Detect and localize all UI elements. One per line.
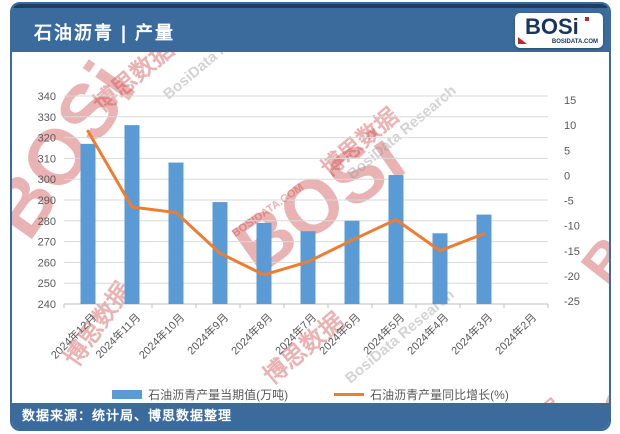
production-bar: [432, 233, 448, 304]
x-axis-category-label: 2024年10月: [136, 310, 187, 361]
chart-region: BOSi博思数据BosiData ResearchBOSiBOSIDATA.CO…: [12, 52, 609, 407]
footer-bar: 数据来源：统计局、博思数据整理: [12, 403, 609, 429]
left-axis-tick-label: 300: [38, 174, 56, 186]
left-axis-tick-label: 310: [38, 153, 56, 165]
right-axis-tick-label: -25: [564, 296, 580, 308]
left-axis-tick-label: 260: [38, 257, 56, 269]
x-axis-category-label: 2024年8月: [228, 310, 275, 357]
left-axis-tick-label: 290: [38, 195, 56, 207]
logo-flag-icon: [518, 37, 527, 44]
right-axis-tick-label: -20: [564, 271, 580, 283]
left-axis-tick-label: 270: [38, 237, 56, 249]
chart-legend: 石油沥青产量当期值(万吨) 石油沥青产量同比增长(%): [12, 386, 609, 403]
left-axis-tick-label: 340: [38, 91, 56, 103]
right-axis-tick-label: -15: [564, 246, 580, 258]
production-chart: 240 250 260 270 280 290 300 310 320 330 340 -25 -20 -…: [38, 91, 580, 362]
x-axis-category-label: 2024年3月: [448, 310, 495, 357]
bar-swatch-icon: [112, 390, 143, 399]
header-bar: 石油沥青 | 产量 BOSi BOSIDATA.COM: [12, 4, 609, 52]
x-axis-category-label: 2024年6月: [316, 310, 363, 357]
logo-red-dot-icon: [585, 17, 589, 21]
x-axis-category-label: 2024年11月: [92, 310, 143, 361]
x-axis-category-label: 2024年9月: [184, 310, 231, 357]
left-axis-tick-label: 320: [38, 133, 56, 145]
x-axis-category-label: 2024年2月: [492, 310, 539, 357]
bosi-logo: BOSi BOSIDATA.COM: [515, 13, 603, 48]
x-axis-category-label: 2024年4月: [404, 310, 451, 357]
legend-item-growth: 石油沥青产量同比增长(%): [334, 386, 509, 403]
left-axis-tick-label: 330: [38, 112, 56, 124]
page-title: 石油沥青 | 产量: [34, 23, 176, 43]
production-bar: [476, 214, 492, 304]
legend-item-production: 石油沥青产量当期值(万吨): [112, 386, 288, 403]
production-bar: [300, 231, 316, 304]
left-axis-tick-label: 280: [38, 216, 56, 228]
production-bar: [388, 175, 404, 304]
x-axis-category-label: 2024年12月: [48, 310, 99, 361]
report-card: 石油沥青 | 产量 BOSi BOSIDATA.COM BOSi博思数据Bosi…: [10, 2, 611, 431]
line-swatch-icon: [334, 393, 365, 396]
logo-domain: BOSIDATA.COM: [551, 39, 598, 45]
right-axis-tick-label: 15: [564, 95, 576, 107]
data-source-text: 数据来源：统计局、博思数据整理: [22, 408, 233, 423]
logo-text: BOSi: [525, 14, 579, 39]
production-bar: [124, 125, 140, 305]
left-axis-tick-label: 250: [38, 278, 56, 290]
right-axis-tick-label: -10: [564, 221, 580, 233]
right-axis-tick-label: 10: [564, 120, 576, 132]
production-bar: [344, 220, 360, 304]
right-axis-tick-label: 0: [564, 170, 570, 182]
right-axis-tick-label: -5: [564, 196, 574, 208]
left-axis-tick-label: 240: [38, 299, 56, 311]
legend-label-production: 石油沥青产量当期值(万吨): [148, 388, 289, 402]
right-axis-tick-label: 5: [564, 145, 570, 157]
production-bar: [168, 162, 184, 304]
growth-line: [86, 129, 486, 277]
legend-label-growth: 石油沥青产量同比增长(%): [370, 388, 509, 402]
x-axis-category-label: 2024年7月: [272, 310, 319, 357]
production-bar: [256, 222, 272, 304]
x-axis-category-label: 2024年5月: [360, 310, 407, 357]
production-bar: [80, 143, 96, 304]
